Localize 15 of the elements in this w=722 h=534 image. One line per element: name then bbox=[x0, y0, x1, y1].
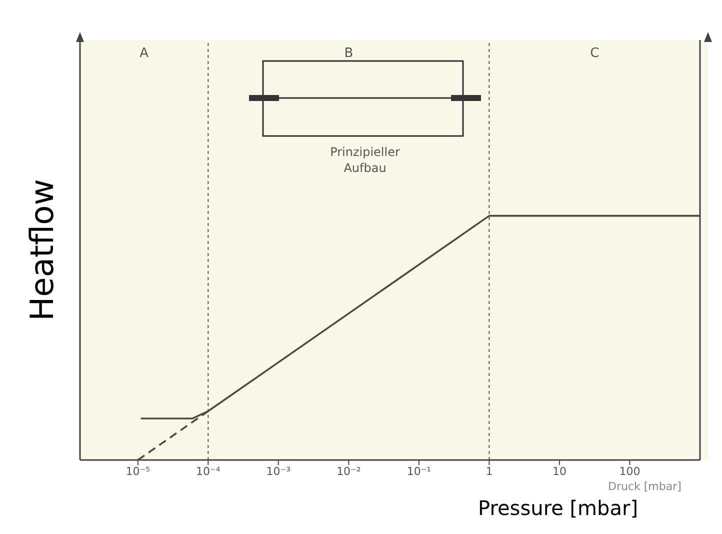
text: Druck [mbar] bbox=[608, 480, 682, 493]
y-axis-title: Heatflow bbox=[23, 179, 61, 321]
x-tick-label: 10⁻⁴ bbox=[196, 464, 221, 478]
x-tick-label: 10 bbox=[552, 464, 566, 478]
text: C bbox=[590, 46, 600, 62]
x-tick-label: 10⁻³ bbox=[266, 464, 291, 478]
x-tick-label: 10⁻² bbox=[336, 464, 361, 478]
x-tick-label: 10⁻¹ bbox=[406, 464, 432, 478]
x-tick-label: 1 bbox=[486, 464, 493, 478]
text: B bbox=[344, 46, 354, 62]
x-axis-title: Pressure [mbar] bbox=[478, 496, 638, 520]
text: A bbox=[140, 46, 149, 62]
x-tick-label: 10⁻⁵ bbox=[126, 464, 150, 478]
text: Prinzipieller Aufbau bbox=[329, 144, 401, 176]
x-tick-label: 100 bbox=[619, 464, 640, 478]
